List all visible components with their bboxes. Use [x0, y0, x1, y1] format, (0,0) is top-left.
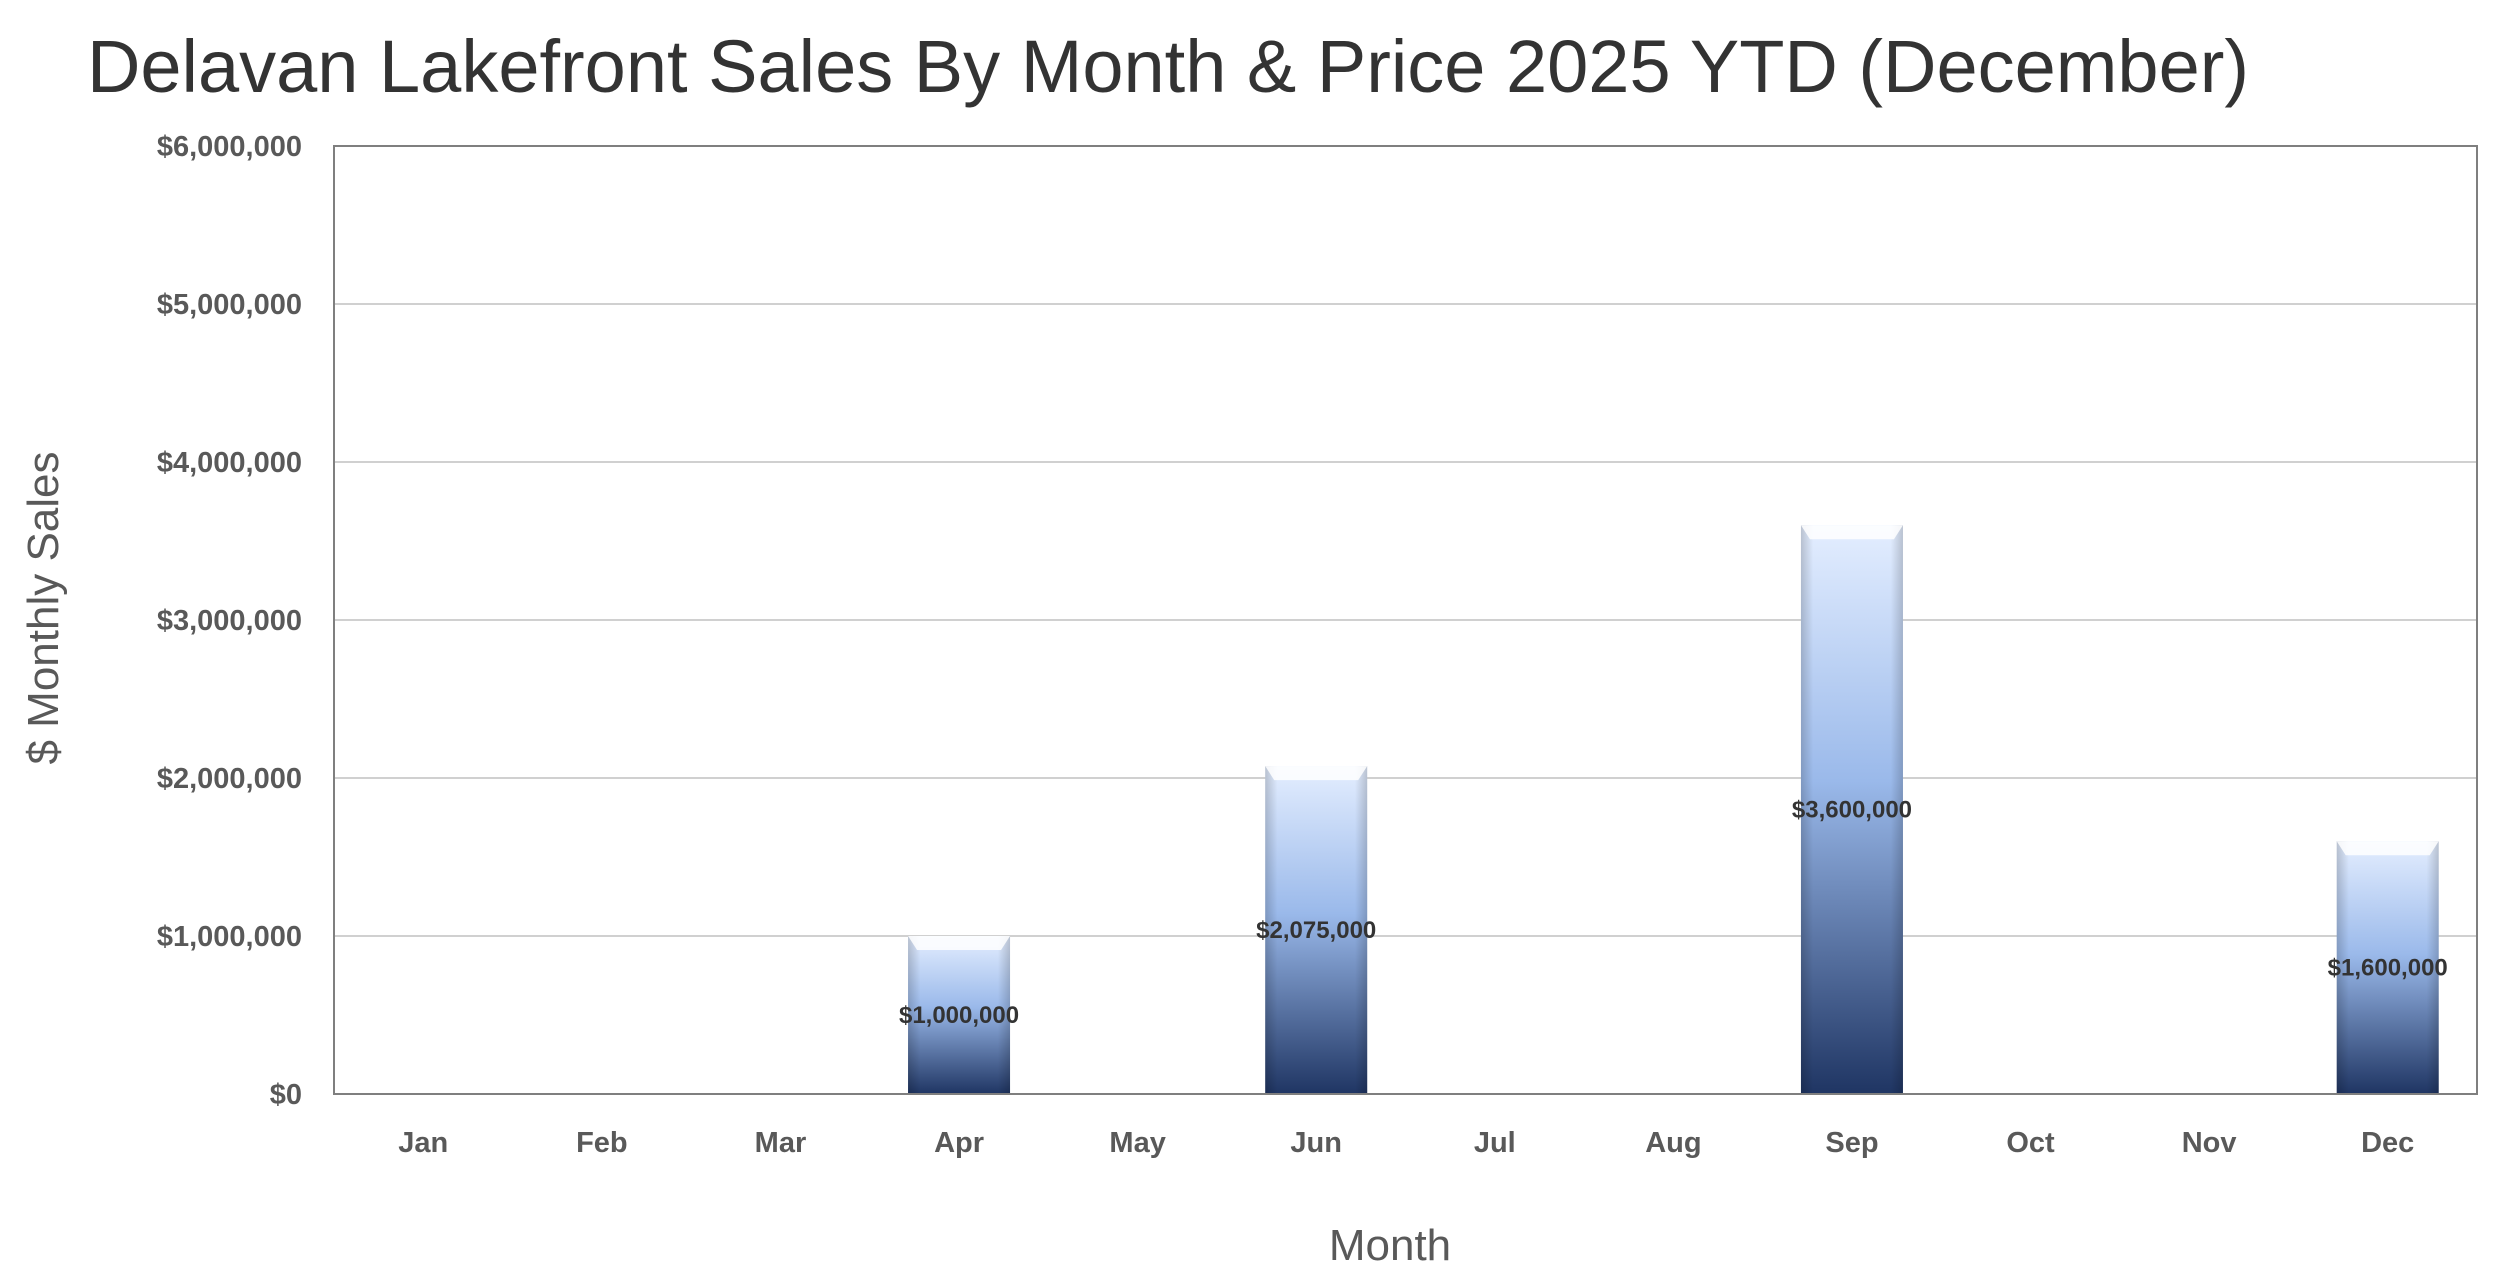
bar-shading: [2336, 841, 2439, 1094]
y-tick-label: $3,000,000: [157, 605, 302, 637]
bar-sep: [1800, 525, 1903, 1094]
bar-bevel: [1265, 766, 1368, 781]
x-axis-title: Month: [1329, 1221, 1451, 1270]
data-label-jun: $2,075,000: [1256, 917, 1376, 944]
data-labels: $1,000,000 $2,075,000 $3,600,000 $1,600,000: [899, 797, 2448, 1029]
bar-shading: [1265, 766, 1368, 1094]
bar-dec: [2336, 841, 2439, 1094]
x-tick-label: Sep: [1825, 1127, 1878, 1159]
y-axis-tick-labels: $0 $1,000,000 $2,000,000 $3,000,000 $4,000,0…: [157, 131, 302, 1111]
bar-bevel: [908, 936, 1011, 950]
x-tick-label: Jun: [1290, 1127, 1342, 1159]
chart-title: Delavan Lakefront Sales By Month & Price…: [87, 25, 2249, 108]
y-tick-label: $0: [270, 1079, 302, 1111]
x-tick-label: Dec: [2361, 1127, 2414, 1159]
x-tick-label: Oct: [2006, 1127, 2055, 1159]
y-tick-label: $6,000,000: [157, 131, 302, 163]
bar-apr: [908, 936, 1011, 1094]
data-label-dec: $1,600,000: [2328, 955, 2448, 982]
bar-shading: [1800, 525, 1903, 1094]
plot-area-frame: [333, 145, 2478, 1095]
x-tick-label: Nov: [2182, 1127, 2237, 1159]
y-tick-label: $4,000,000: [157, 447, 302, 479]
data-label-apr: $1,000,000: [899, 1002, 1019, 1029]
data-label-sep: $3,600,000: [1792, 797, 1912, 824]
y-tick-label: $2,000,000: [157, 763, 302, 795]
y-tick-label: $1,000,000: [157, 921, 302, 953]
x-axis-tick-labels: Jan Feb Mar Apr May Jun Jul Aug Sep Oct Nov Dec: [398, 1127, 2414, 1159]
bar-bevel: [2336, 841, 2439, 856]
bar-jun: [1265, 766, 1368, 1094]
x-tick-label: Jan: [398, 1127, 448, 1159]
bars: [908, 525, 2439, 1094]
gridlines: [334, 303, 2477, 937]
x-tick-label: Aug: [1645, 1127, 1701, 1159]
y-axis-title: $ Monthly Sales: [19, 451, 68, 764]
y-tick-label: $5,000,000: [157, 289, 302, 321]
x-tick-label: Jul: [1474, 1127, 1516, 1159]
x-tick-label: Mar: [755, 1127, 807, 1159]
x-tick-label: Feb: [576, 1127, 628, 1159]
bar-shading: [908, 936, 1011, 1094]
x-tick-label: May: [1109, 1127, 1165, 1159]
bar-bevel: [1800, 525, 1903, 540]
x-tick-label: Apr: [934, 1127, 984, 1159]
